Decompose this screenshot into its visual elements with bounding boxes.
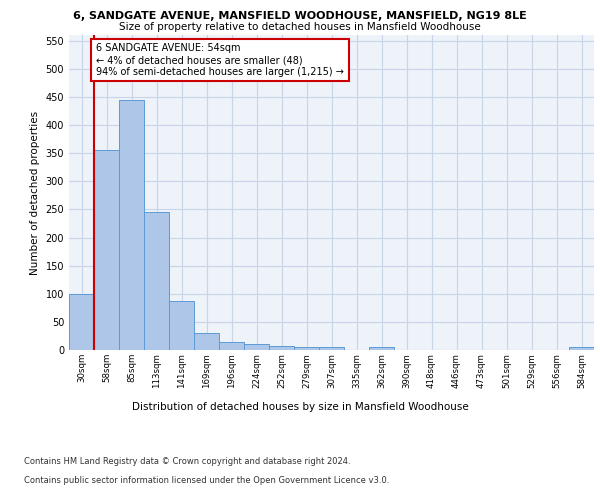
Bar [219,342,244,350]
Bar [69,294,94,350]
Text: 6, SANDGATE AVENUE, MANSFIELD WOODHOUSE, MANSFIELD, NG19 8LE: 6, SANDGATE AVENUE, MANSFIELD WOODHOUSE,… [73,11,527,21]
Text: Distribution of detached houses by size in Mansfield Woodhouse: Distribution of detached houses by size … [131,402,469,412]
Bar [169,300,194,350]
Text: Size of property relative to detached houses in Mansfield Woodhouse: Size of property relative to detached ho… [119,22,481,32]
Bar [294,347,319,350]
Bar [144,212,169,350]
Bar [94,150,119,350]
Bar [569,347,594,350]
Bar [319,347,344,350]
Text: 6 SANDGATE AVENUE: 54sqm
← 4% of detached houses are smaller (48)
94% of semi-de: 6 SANDGATE AVENUE: 54sqm ← 4% of detache… [96,44,344,76]
Bar [369,347,394,350]
Bar [194,333,219,350]
Bar [119,100,144,350]
Y-axis label: Number of detached properties: Number of detached properties [30,110,40,274]
Text: Contains public sector information licensed under the Open Government Licence v3: Contains public sector information licen… [24,476,389,485]
Bar [269,346,294,350]
Bar [244,344,269,350]
Text: Contains HM Land Registry data © Crown copyright and database right 2024.: Contains HM Land Registry data © Crown c… [24,457,350,466]
